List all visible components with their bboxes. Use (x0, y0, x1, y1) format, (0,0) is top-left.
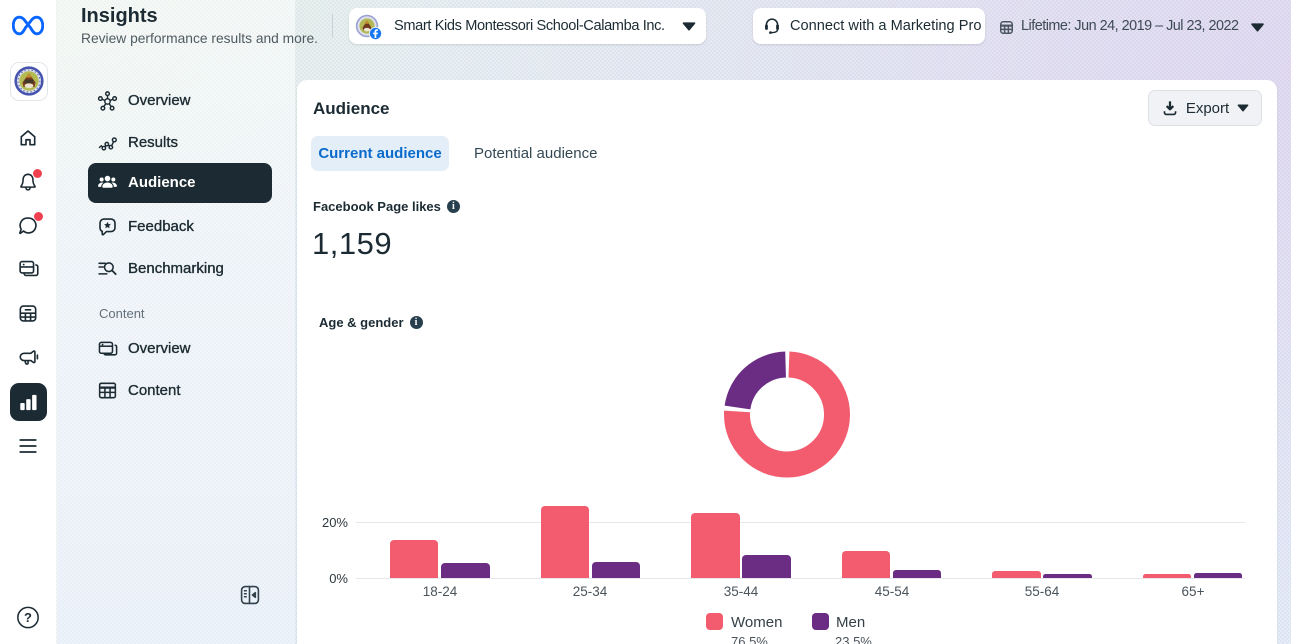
svg-text:?: ? (24, 610, 32, 625)
